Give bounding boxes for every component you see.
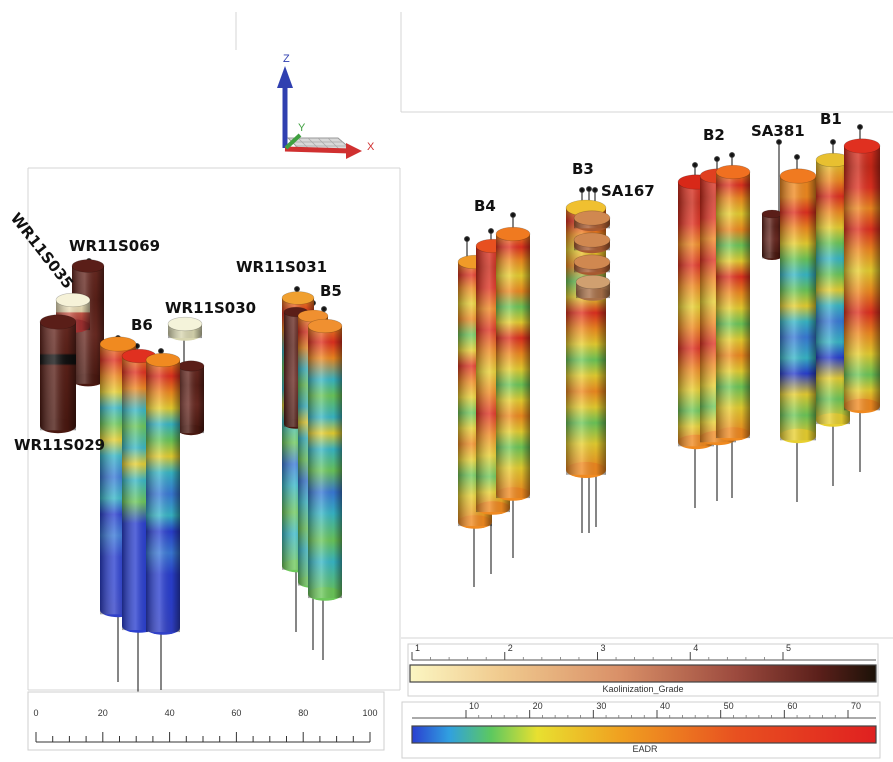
hole-label-b3: B3: [572, 160, 594, 178]
hole-label-b2: B2: [703, 126, 725, 144]
scale-tick-label: 0: [33, 708, 38, 718]
eadr-legend: 10 20 30 40 50 60 70 EADR: [401, 701, 881, 759]
hole-label-wr11s030: WR11S030: [165, 299, 256, 317]
cylinder-sa167-kaolin-ring-1: [573, 210, 611, 232]
legend-tick-label: 1: [415, 643, 420, 653]
legend-tick-label: 40: [660, 701, 670, 711]
hole-label-b5: B5: [320, 282, 342, 300]
scale-tick-labels: 0 20 40 60 80 100: [33, 708, 377, 718]
kaolinization-title: Kaolinization_Grade: [602, 684, 683, 694]
eadr-title: EADR: [632, 744, 658, 754]
right-scene-labels: B4 B3 SA167 B2 SA381 B1: [474, 110, 842, 215]
hole-label-wr11s029: WR11S029: [14, 436, 105, 454]
x-axis-arrow: [284, 146, 351, 154]
y-axis-arrow: [284, 133, 302, 150]
cylinder-b5-c: [307, 318, 343, 601]
legend-tick-label: 4: [693, 643, 698, 653]
legend-tick-label: 5: [786, 643, 791, 653]
drillhole-cylinders: [39, 138, 881, 635]
eadr-colorbar: [411, 725, 877, 744]
hole-label-sa381: SA381: [751, 122, 805, 140]
hole-label-wr11s035: WR11S035: [7, 209, 77, 292]
kaolinization-ticks: 1 2 3 4 5: [411, 643, 791, 660]
scale-tick-label: 40: [165, 708, 175, 718]
hole-label-b1: B1: [820, 110, 842, 128]
hole-label-b4: B4: [474, 197, 496, 215]
cylinder-b1-a: [779, 168, 817, 444]
axis-triad: Z Y X: [277, 53, 375, 159]
x-axis-label: X: [367, 141, 375, 153]
cylinder-b4-c: [495, 226, 531, 501]
cylinder-sa167-kaolin-ring-2: [573, 232, 611, 254]
cylinder-sa167-interval: [575, 274, 611, 301]
legend-tick-label: 30: [596, 701, 606, 711]
hole-label-wr11s069: WR11S069: [69, 237, 160, 255]
scale-tick-label: 60: [231, 708, 241, 718]
scale-tick-marks: [35, 732, 371, 743]
cylinder-b1-c: [843, 138, 881, 414]
cylinder-wr11s030: [177, 360, 205, 436]
legend-tick-label: 10: [469, 701, 479, 711]
distance-scale: 0 20 40 60 80 100: [27, 691, 385, 751]
scale-tick-label: 100: [362, 708, 377, 718]
cylinder-wr11s029: [39, 314, 77, 434]
viewport-frames: [27, 12, 893, 691]
scale-tick-label: 20: [98, 708, 108, 718]
legend-tick-label: 60: [787, 701, 797, 711]
z-axis-label: Z: [283, 53, 290, 65]
legend-tick-label: 2: [508, 643, 513, 653]
y-axis-label: Y: [298, 122, 306, 134]
kaolinization-colorbar: [409, 664, 877, 683]
scale-tick-label: 80: [298, 708, 308, 718]
legend-tick-label: 70: [851, 701, 861, 711]
hole-label-b6: B6: [131, 316, 153, 334]
legend-tick-label: 3: [601, 643, 606, 653]
cylinder-sa381: [761, 209, 783, 260]
hole-label-sa167: SA167: [601, 182, 655, 200]
legend-tick-label: 20: [533, 701, 543, 711]
cylinder-b6-c: [145, 352, 181, 635]
cylinder-b2-c: [715, 164, 751, 441]
kaolinization-legend: 1 2 3 4 5 Kaolinization_Grade: [407, 643, 879, 697]
hole-label-wr11s031: WR11S031: [236, 258, 327, 276]
eadr-ticks: 10 20 30 40 50 60 70: [465, 701, 861, 718]
legend-tick-label: 50: [724, 701, 734, 711]
cylinder-wr11s030-collar: [167, 316, 203, 341]
cylinder-sa167-kaolin-ring-3: [573, 254, 611, 276]
